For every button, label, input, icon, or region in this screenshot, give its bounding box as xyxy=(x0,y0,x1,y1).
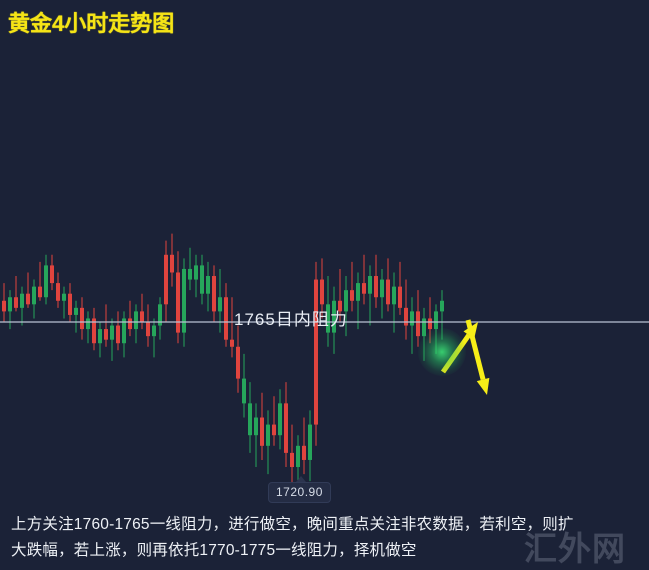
candle-body xyxy=(248,403,252,436)
commentary-footer xyxy=(0,505,649,567)
candle-body xyxy=(152,325,156,337)
candle-body xyxy=(440,300,444,312)
candle-body xyxy=(260,417,264,446)
candle-body xyxy=(224,297,228,340)
candle-body xyxy=(320,279,324,305)
resistance-label: 1765日内阻力 xyxy=(234,310,348,329)
candle-body xyxy=(92,318,96,344)
candle-body xyxy=(296,445,300,468)
candle-body xyxy=(350,290,354,301)
candle-body xyxy=(200,265,204,294)
candle-body xyxy=(218,297,222,312)
candle-body xyxy=(332,300,336,333)
candle-body xyxy=(50,265,54,284)
candle-body xyxy=(158,304,162,326)
candlestick-chart xyxy=(0,48,649,503)
candle-body xyxy=(68,293,72,315)
candle-body xyxy=(176,272,180,333)
candle-body xyxy=(86,318,90,330)
candle-body xyxy=(8,297,12,312)
candle-body xyxy=(38,286,42,298)
candle-body xyxy=(194,265,198,280)
commentary-line-1: 上方关注1760-1765一线阻力，进行做空，晚间重点关注非农数据，若利空，则扩 xyxy=(11,516,574,533)
bearish-arrow-shaft xyxy=(465,319,486,381)
page-title: 黄金4小时走势图 xyxy=(8,11,175,36)
candle-body xyxy=(170,254,174,273)
candle-body xyxy=(380,279,384,298)
candle-body xyxy=(26,293,30,305)
candle-body xyxy=(20,293,24,308)
candle-body xyxy=(386,279,390,305)
candle-body xyxy=(2,300,6,312)
candle-body xyxy=(368,276,372,294)
candle-body xyxy=(338,300,342,312)
candle-body xyxy=(236,346,240,379)
candle-body xyxy=(56,283,60,301)
candle-body xyxy=(128,318,132,330)
candle-body xyxy=(356,283,360,301)
candle-body xyxy=(326,304,330,333)
candle-body xyxy=(428,318,432,330)
bearish-arrow-head xyxy=(476,377,490,395)
candle-body xyxy=(62,293,66,301)
candle-body xyxy=(278,403,282,436)
bullish-arrow-shaft xyxy=(440,333,471,374)
candle-body xyxy=(272,424,276,436)
candle-body xyxy=(98,329,102,344)
candle-body xyxy=(302,445,306,460)
annotation-arrows xyxy=(440,319,490,395)
candle-body xyxy=(404,307,408,326)
candle-body xyxy=(284,403,288,453)
candle-body xyxy=(212,276,216,312)
candle-body xyxy=(80,307,84,330)
candle-body xyxy=(74,307,78,315)
candle-body xyxy=(392,286,396,305)
candle-body xyxy=(398,286,402,308)
candle-body xyxy=(290,452,294,468)
candle-body xyxy=(422,318,426,337)
chart-canvas xyxy=(0,233,649,503)
candle-body xyxy=(122,318,126,344)
candle-body xyxy=(164,254,168,305)
candle-body xyxy=(416,311,420,337)
candle-body xyxy=(314,279,318,425)
candle-body xyxy=(362,283,366,294)
candle-body xyxy=(110,325,114,340)
price-tag: 1720.90 xyxy=(268,482,331,503)
candle-body xyxy=(206,276,210,294)
candle-body xyxy=(44,265,48,298)
candle-body xyxy=(344,290,348,312)
candle-series xyxy=(2,233,444,503)
candle-body xyxy=(146,322,150,337)
candle-body xyxy=(14,297,18,308)
candle-body xyxy=(182,268,186,333)
candle-body xyxy=(32,286,36,305)
candle-body xyxy=(116,325,120,344)
candle-body xyxy=(308,424,312,460)
candle-body xyxy=(374,276,378,298)
candle-body xyxy=(266,424,270,446)
candle-body xyxy=(188,268,192,280)
candle-body xyxy=(140,311,144,322)
commentary-line-2: 大跌幅，若上涨，则再依托1770-1775一线阻力，择机做空 xyxy=(11,542,417,559)
candle-body xyxy=(434,311,438,330)
candle-body xyxy=(254,417,258,436)
candle-body xyxy=(134,311,138,330)
candle-body xyxy=(230,339,234,347)
price-tag-pointer xyxy=(296,476,306,482)
candle-body xyxy=(104,329,108,340)
candle-body xyxy=(410,311,414,326)
candle-body xyxy=(242,378,246,404)
